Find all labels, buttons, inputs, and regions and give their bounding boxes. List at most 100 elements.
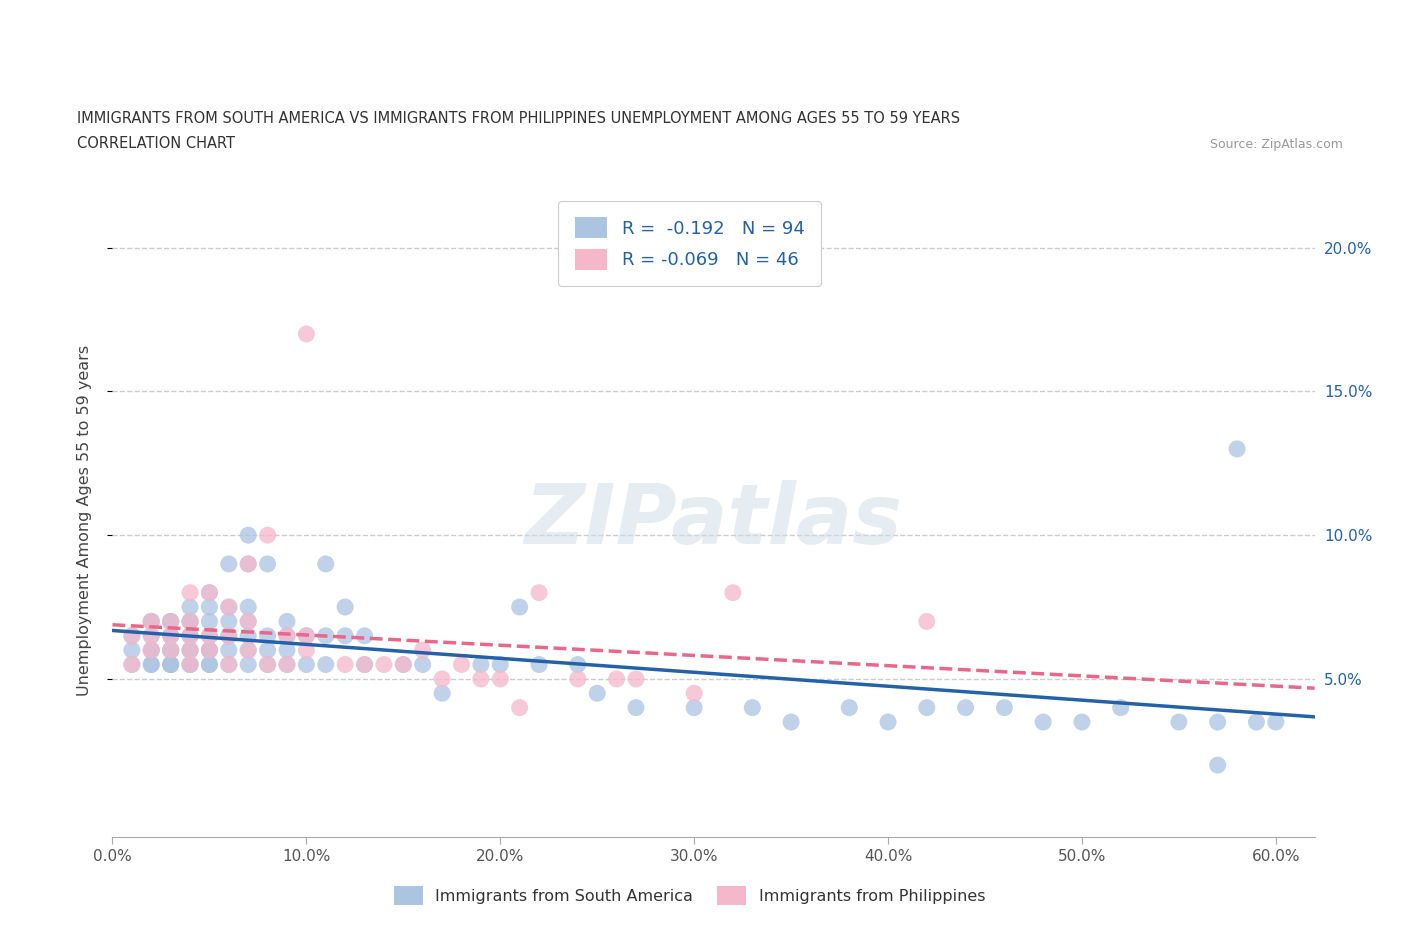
Point bbox=[179, 643, 201, 658]
Point bbox=[838, 700, 860, 715]
Point bbox=[276, 629, 298, 644]
Point bbox=[159, 643, 181, 658]
Point bbox=[218, 556, 240, 571]
Point bbox=[276, 643, 298, 658]
Point bbox=[1109, 700, 1132, 715]
Point bbox=[1032, 714, 1054, 729]
Point bbox=[198, 658, 221, 672]
Point bbox=[159, 629, 181, 644]
Point bbox=[489, 671, 512, 686]
Point bbox=[198, 643, 221, 658]
Point bbox=[683, 700, 706, 715]
Text: CORRELATION CHART: CORRELATION CHART bbox=[77, 136, 235, 151]
Point bbox=[915, 700, 938, 715]
Point bbox=[509, 600, 531, 615]
Point bbox=[121, 629, 143, 644]
Point bbox=[353, 658, 375, 672]
Point bbox=[159, 643, 181, 658]
Point bbox=[141, 629, 163, 644]
Point bbox=[159, 658, 181, 672]
Point bbox=[276, 629, 298, 644]
Point bbox=[915, 614, 938, 629]
Point bbox=[238, 643, 260, 658]
Point bbox=[159, 658, 181, 672]
Point bbox=[256, 556, 278, 571]
Point bbox=[159, 643, 181, 658]
Point bbox=[392, 658, 415, 672]
Point bbox=[567, 671, 589, 686]
Point bbox=[256, 658, 278, 672]
Legend: Immigrants from South America, Immigrants from Philippines: Immigrants from South America, Immigrant… bbox=[388, 880, 991, 911]
Point bbox=[141, 643, 163, 658]
Point bbox=[295, 629, 318, 644]
Point bbox=[218, 614, 240, 629]
Point bbox=[179, 585, 201, 600]
Point bbox=[509, 700, 531, 715]
Point bbox=[179, 643, 201, 658]
Point bbox=[721, 585, 744, 600]
Point bbox=[1071, 714, 1094, 729]
Point bbox=[238, 643, 260, 658]
Point bbox=[121, 658, 143, 672]
Point bbox=[606, 671, 628, 686]
Point bbox=[527, 585, 550, 600]
Point bbox=[159, 614, 181, 629]
Point bbox=[295, 629, 318, 644]
Point bbox=[315, 658, 337, 672]
Point bbox=[295, 643, 318, 658]
Text: Source: ZipAtlas.com: Source: ZipAtlas.com bbox=[1209, 138, 1343, 151]
Point bbox=[586, 685, 609, 700]
Point bbox=[683, 685, 706, 700]
Point bbox=[256, 643, 278, 658]
Point bbox=[141, 614, 163, 629]
Point bbox=[198, 658, 221, 672]
Y-axis label: Unemployment Among Ages 55 to 59 years: Unemployment Among Ages 55 to 59 years bbox=[77, 345, 91, 697]
Point bbox=[412, 643, 434, 658]
Point bbox=[159, 629, 181, 644]
Point bbox=[159, 614, 181, 629]
Point bbox=[430, 685, 453, 700]
Point bbox=[955, 700, 977, 715]
Point bbox=[567, 658, 589, 672]
Point bbox=[624, 700, 647, 715]
Point bbox=[218, 629, 240, 644]
Point bbox=[179, 600, 201, 615]
Point bbox=[141, 614, 163, 629]
Point bbox=[315, 556, 337, 571]
Point bbox=[1167, 714, 1189, 729]
Point bbox=[238, 658, 260, 672]
Point bbox=[218, 600, 240, 615]
Point bbox=[1246, 714, 1268, 729]
Point bbox=[412, 658, 434, 672]
Point bbox=[276, 658, 298, 672]
Point bbox=[179, 614, 201, 629]
Point bbox=[121, 629, 143, 644]
Point bbox=[373, 658, 395, 672]
Point bbox=[141, 643, 163, 658]
Point bbox=[276, 614, 298, 629]
Point bbox=[198, 629, 221, 644]
Point bbox=[179, 643, 201, 658]
Point bbox=[333, 629, 356, 644]
Point bbox=[780, 714, 803, 729]
Point bbox=[179, 629, 201, 644]
Point bbox=[218, 600, 240, 615]
Point bbox=[238, 614, 260, 629]
Point bbox=[198, 600, 221, 615]
Point bbox=[159, 658, 181, 672]
Point bbox=[179, 658, 201, 672]
Point bbox=[238, 629, 260, 644]
Text: IMMIGRANTS FROM SOUTH AMERICA VS IMMIGRANTS FROM PHILIPPINES UNEMPLOYMENT AMONG : IMMIGRANTS FROM SOUTH AMERICA VS IMMIGRA… bbox=[77, 111, 960, 126]
Point bbox=[179, 614, 201, 629]
Point bbox=[179, 658, 201, 672]
Point bbox=[159, 629, 181, 644]
Point bbox=[315, 629, 337, 644]
Point bbox=[238, 556, 260, 571]
Point bbox=[353, 658, 375, 672]
Point bbox=[121, 658, 143, 672]
Point bbox=[450, 658, 472, 672]
Point bbox=[333, 658, 356, 672]
Point bbox=[1226, 442, 1249, 457]
Point bbox=[993, 700, 1015, 715]
Point bbox=[470, 671, 492, 686]
